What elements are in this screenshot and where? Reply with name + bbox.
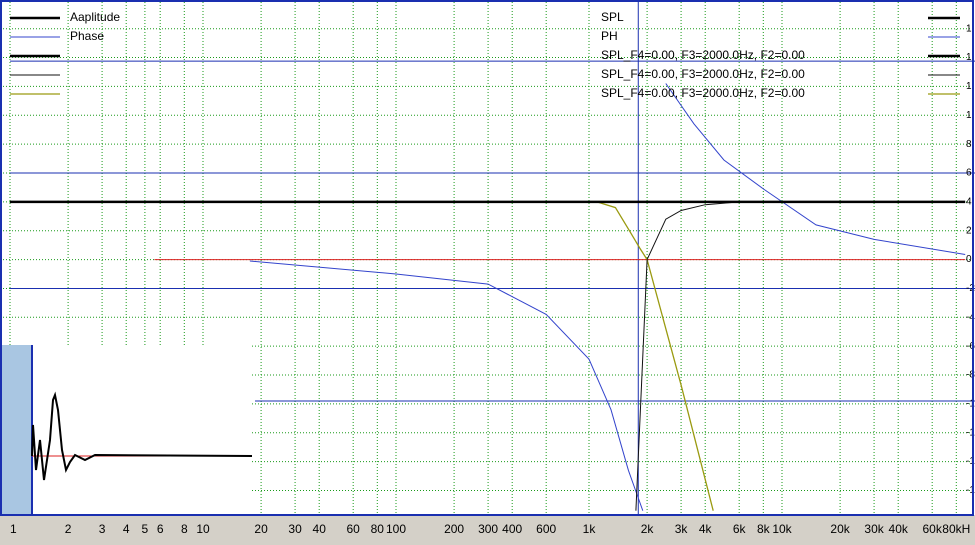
x-tick-label: 1 [10, 522, 17, 536]
x-axis-strip [0, 515, 975, 545]
legend-label: SPL_F4=0.00, F3=2000.0Hz, F2=0.00 [601, 48, 805, 62]
y-tick-label: 1 [966, 110, 972, 121]
lines [10, 2, 975, 515]
series-line [635, 201, 740, 511]
x-tick-label: 20 [254, 522, 268, 536]
legend-label: SPL_F4=0.00, F3=2000.0Hz, F2=0.00 [601, 86, 805, 100]
x-tick-label: 3 [99, 522, 106, 536]
y-tick-label: -1 [966, 456, 975, 467]
y-tick-label: 6 [966, 168, 972, 179]
y-tick-label: 1 [966, 81, 972, 92]
x-tick-label: 8 [181, 522, 188, 536]
x-tick-label: 400 [502, 522, 522, 536]
x-tick-label: 60k [923, 522, 943, 536]
x-tick-label: 8k [757, 522, 771, 536]
inset [0, 345, 253, 515]
x-tick-label: 2 [65, 522, 72, 536]
x-tick-label: 200 [444, 522, 464, 536]
y-tick-label: 4 [966, 197, 972, 208]
x-tick-label: 100 [386, 522, 406, 536]
legend-label: SPL [601, 10, 624, 24]
plot-border [0, 0, 974, 516]
x-tick-label: 30 [288, 522, 302, 536]
x-tick-label: 40 [313, 522, 327, 536]
x-tick-label: 4 [123, 522, 130, 536]
y-tick-label: -1 [966, 399, 975, 410]
tick-labels: 1 2 3 4 5 6 8 10 20 30 40 60 80 100 200 300 400 600 1k 2k 3k… [10, 23, 975, 536]
y-tick-label: 1 [966, 52, 972, 63]
x-tick-label: 6 [157, 522, 164, 536]
y-tick-label: -8 [966, 370, 975, 381]
y-tick-label: -6 [966, 341, 975, 352]
x-tick-label: 4k [699, 522, 713, 536]
x-tick-label: 10 [196, 522, 210, 536]
y-tick-label: 8 [966, 139, 972, 150]
x-tick-label: 600 [536, 522, 556, 536]
y-tick-label: 2 [966, 225, 972, 236]
x-tick-label: 10k [772, 522, 792, 536]
y-tick-label: -1 [966, 485, 975, 496]
x-tick-label: 20k [830, 522, 850, 536]
legend-label: PH [601, 29, 618, 43]
x-tick-label: 300 [478, 522, 498, 536]
y-tick-label: -2 [966, 283, 975, 294]
series-line [249, 83, 966, 511]
x-tick-label: 1k [583, 522, 597, 536]
x-tick-label: 40k [889, 522, 909, 536]
x-tick-label: 3k [675, 522, 689, 536]
x-tick-label: 80kH [942, 522, 970, 536]
inset-waveform [31, 391, 253, 481]
legend-label: Aaplitude [70, 10, 120, 24]
inset-background [0, 345, 252, 515]
legend-label: SPL_F4=0.00, F3=2000.0Hz, F2=0.00 [601, 67, 805, 81]
x-tick-label: 5 [142, 522, 149, 536]
y-tick-label: -1 [966, 427, 975, 438]
legend: Aaplitude Phase SPL PH SPL_F4=0.00, F3=2000.… [10, 10, 960, 100]
y-tick-label: -4 [966, 312, 975, 323]
inset-strip [0, 345, 31, 515]
x-tick-label: 80 [371, 522, 385, 536]
x-tick-label: 60 [347, 522, 361, 536]
x-tick-label: 30k [864, 522, 884, 536]
y-tick-label: 1 [966, 23, 972, 34]
x-tick-label: 2k [641, 522, 655, 536]
x-tick-label: 6k [733, 522, 747, 536]
y-tick-label: 0 [966, 254, 972, 265]
legend-label: Phase [70, 29, 104, 43]
